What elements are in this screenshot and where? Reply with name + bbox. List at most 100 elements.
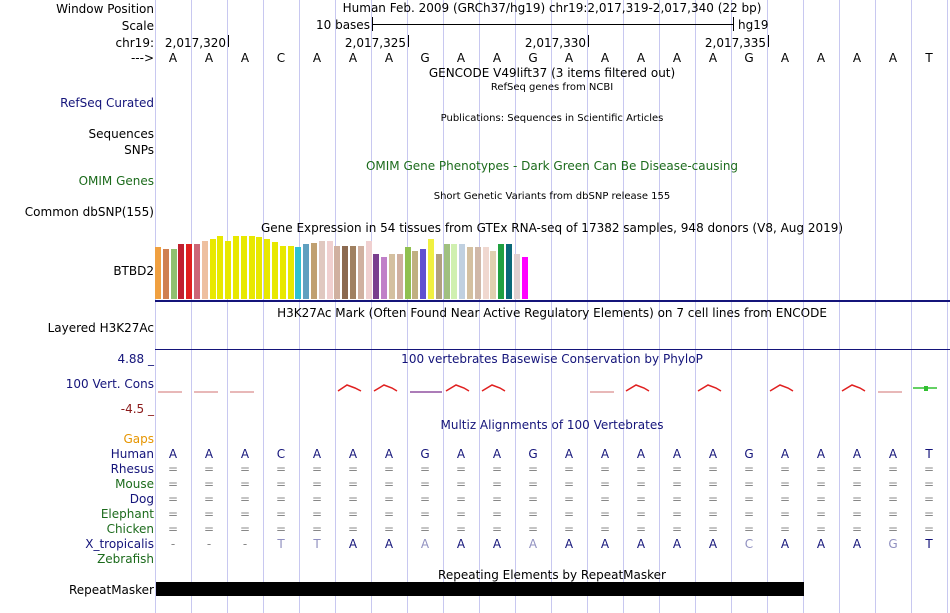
phylop-peak (697, 384, 722, 392)
gtex-tissue-bar[interactable] (404, 247, 411, 299)
coordinate-tick (408, 35, 409, 47)
gtex-tissue-bar[interactable] (357, 246, 364, 299)
gtex-tissue-bar[interactable] (381, 257, 388, 299)
gtex-track-title[interactable]: Gene Expression in 54 tissues from GTEx … (260, 221, 844, 235)
species-label[interactable]: Rhesus (110, 462, 154, 476)
species-label[interactable]: Elephant (100, 507, 154, 521)
species-label[interactable]: Dog (129, 492, 154, 506)
gtex-tissue-bar[interactable] (155, 247, 161, 299)
refseq-track-label[interactable]: RefSeq Curated (60, 96, 154, 110)
gtex-tissue-bar[interactable] (248, 236, 255, 299)
grid-line (155, 0, 156, 613)
assembly-label: hg19 (738, 18, 769, 32)
gtex-tissue-bar[interactable] (490, 251, 497, 299)
layered-h3k27ac-track-label[interactable]: Layered H3K27Ac (47, 321, 154, 335)
snps-track-label[interactable]: SNPs (124, 143, 154, 157)
gtex-tissue-bar[interactable] (513, 254, 520, 299)
alignment-base: = (779, 492, 791, 506)
gtex-tissue-bar[interactable] (389, 254, 395, 299)
h3k27ac-track-title[interactable]: H3K27Ac Mark (Often Found Near Active Re… (277, 306, 827, 320)
gtex-tissue-bar[interactable] (506, 244, 512, 299)
gtex-tissue-bar[interactable] (272, 242, 278, 299)
gtex-tissue-bar[interactable] (209, 239, 216, 299)
repeatmasker-element[interactable] (156, 582, 804, 596)
species-label[interactable]: Mouse (115, 477, 154, 491)
gtex-tissue-bar[interactable] (287, 246, 294, 299)
gtex-tissue-bar[interactable] (459, 244, 466, 299)
gtex-tissue-bar[interactable] (170, 249, 177, 299)
gtex-tissue-bar[interactable] (334, 246, 341, 299)
gtex-tissue-bar[interactable] (311, 243, 317, 299)
gtex-tissue-bar[interactable] (412, 251, 419, 299)
gtex-tissue-bar[interactable] (498, 244, 505, 299)
alignment-base: = (275, 462, 287, 476)
refseq-track-title[interactable]: RefSeq genes from NCBI (490, 82, 614, 93)
phylop-peak (841, 384, 866, 392)
gtex-tissue-bar[interactable] (521, 257, 528, 299)
gtex-tissue-bar[interactable] (233, 236, 239, 299)
gtex-tissue-bar[interactable] (256, 237, 263, 299)
grid-line (623, 0, 624, 613)
species-label[interactable]: X_tropicalis (85, 537, 154, 551)
gtex-tissue-bar[interactable] (365, 241, 372, 299)
phylop-track-title[interactable]: 100 vertebrates Basewise Conservation by… (401, 352, 703, 366)
gtex-tissue-bar[interactable] (217, 236, 224, 299)
alignment-base: A (456, 447, 466, 461)
omim-genes-track-label[interactable]: OMIM Genes (78, 174, 154, 188)
species-label[interactable]: Zebrafish (97, 552, 154, 566)
gtex-tissue-bar[interactable] (194, 244, 200, 299)
gencode-track-title[interactable]: GENCODE V49lift37 (3 items filtered out) (428, 66, 676, 80)
strand-arrow-label[interactable]: ---> (130, 51, 154, 65)
alignment-base: A (492, 447, 502, 461)
gtex-tissue-bar[interactable] (178, 244, 185, 299)
species-label[interactable]: Human (110, 447, 154, 461)
gtex-tissue-bar[interactable] (350, 246, 356, 299)
gtex-tissue-bar[interactable] (162, 249, 169, 299)
repeatmasker-track-label[interactable]: RepeatMasker (68, 583, 154, 597)
alignment-base: = (311, 462, 323, 476)
gtex-tissue-bar[interactable] (373, 254, 380, 299)
gtex-tissue-bar[interactable] (201, 241, 208, 299)
gtex-tissue-bar[interactable] (295, 247, 302, 299)
coordinate-tick (768, 35, 769, 47)
dbsnp-track-title[interactable]: Short Genetic Variants from dbSNP releas… (433, 191, 671, 202)
alignment-base: = (599, 477, 611, 491)
base-letter: A (240, 51, 250, 65)
gtex-tissue-bar[interactable] (279, 246, 286, 299)
gtex-tissue-bar[interactable] (303, 244, 310, 299)
alignment-base: = (563, 477, 575, 491)
alignment-base: = (779, 522, 791, 536)
gtex-tissue-bar[interactable] (443, 244, 450, 299)
sequences-track-label[interactable]: Sequences (88, 127, 154, 141)
alignment-base: = (671, 462, 683, 476)
alignment-base: A (348, 447, 358, 461)
gtex-tissue-bar[interactable] (225, 241, 232, 299)
gtex-tissue-bar[interactable] (318, 241, 325, 299)
multiz-track-title[interactable]: Multiz Alignments of 100 Vertebrates (440, 418, 664, 432)
gtex-tissue-bar[interactable] (342, 246, 349, 299)
gtex-tissue-bar[interactable] (420, 249, 427, 299)
gtex-tissue-bar[interactable] (326, 241, 333, 299)
phylop-plot[interactable] (155, 375, 950, 405)
common-dbsnp-track-label[interactable]: Common dbSNP(155) (24, 205, 154, 219)
conservation-track-label[interactable]: 100 Vert. Cons (65, 377, 154, 391)
gtex-tissue-bar[interactable] (240, 236, 247, 299)
gtex-tissue-bar[interactable] (396, 254, 403, 299)
species-label[interactable]: Chicken (106, 522, 154, 536)
gtex-tissue-bar[interactable] (428, 239, 434, 299)
alignment-base: = (923, 522, 935, 536)
gtex-tissue-bar[interactable] (435, 254, 442, 299)
gtex-tissue-bar[interactable] (451, 244, 458, 299)
alignment-base: A (780, 447, 790, 461)
omim-track-title[interactable]: OMIM Gene Phenotypes - Dark Green Can Be… (365, 159, 739, 173)
gtex-tissue-bar[interactable] (474, 247, 481, 299)
repeatmasker-track-title[interactable]: Repeating Elements by RepeatMasker (438, 568, 666, 582)
alignment-base: A (348, 537, 358, 551)
phylop-peak (481, 384, 506, 392)
publications-track-title[interactable]: Publications: Sequences in Scientific Ar… (440, 113, 664, 124)
gtex-tissue-bar[interactable] (186, 244, 193, 299)
gtex-tissue-bar[interactable] (482, 247, 489, 299)
btbd2-track-label[interactable]: BTBD2 (113, 264, 154, 278)
gtex-tissue-bar[interactable] (467, 247, 473, 299)
gtex-tissue-bar[interactable] (264, 239, 271, 299)
